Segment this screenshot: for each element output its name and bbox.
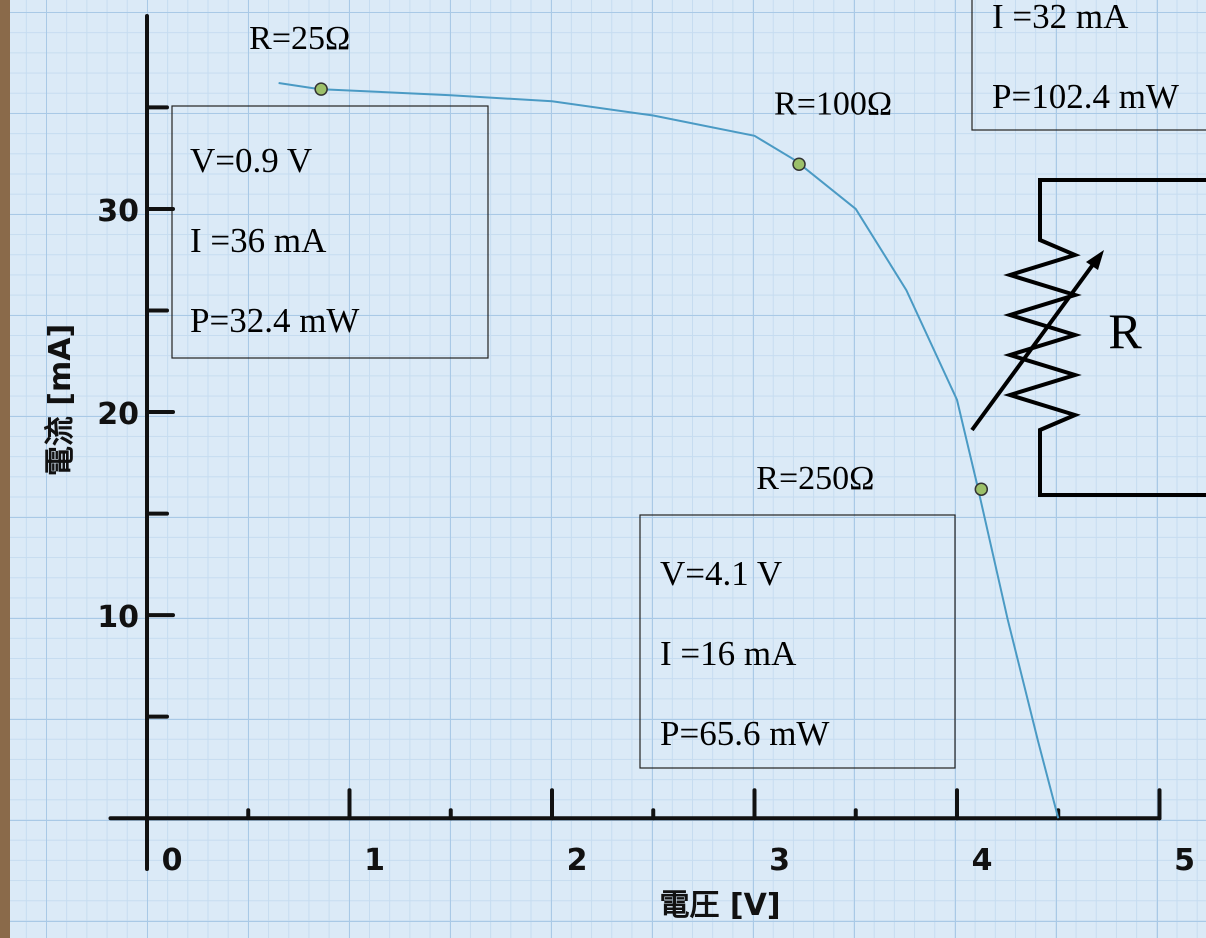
box-text: V=0.9 V [190, 141, 312, 180]
point-label: R=250Ω [756, 460, 874, 497]
y-tick-label: 30 [97, 194, 139, 229]
graph-paper: 電圧 [V] 電流 [mA] R 0 1 2 3 4 5 10 20 30 R=25Ω R=100Ω… [0, 0, 1206, 938]
chart: 電圧 [V] 電流 [mA] R 0 1 2 3 4 5 10 20 30 R=25Ω R=100Ω… [0, 0, 1206, 938]
box-text: I =32 mA [992, 0, 1129, 36]
box-text: P=65.6 mW [660, 714, 829, 753]
box-text: V=4.1 V [660, 554, 782, 593]
point-label: R=100Ω [774, 85, 892, 122]
x-tick-label: 3 [769, 843, 790, 878]
point-label: R=25Ω [249, 20, 350, 57]
iv-curve [279, 83, 1059, 818]
x-tick-label: 4 [972, 843, 993, 878]
operating-point [975, 483, 987, 495]
box-text: I =16 mA [660, 634, 797, 673]
x-axis-label: 電圧 [V] [659, 888, 780, 923]
x-tick-label: 0 [162, 843, 183, 878]
y-tick-label: 20 [97, 397, 139, 432]
x-tick-label: 5 [1174, 843, 1195, 878]
box-text: I =36 mA [190, 221, 327, 260]
operating-point [315, 83, 327, 95]
operating-point [793, 158, 805, 170]
box-text: P=32.4 mW [190, 301, 359, 340]
y-tick-label: 10 [97, 600, 139, 635]
x-tick-label: 1 [364, 843, 385, 878]
y-axis-label: 電流 [mA] [43, 324, 78, 476]
box-text: P=102.4 mW [992, 77, 1179, 116]
arrow-head [1086, 250, 1104, 270]
x-tick-label: 2 [567, 843, 588, 878]
circuit-label: R [1108, 303, 1142, 359]
